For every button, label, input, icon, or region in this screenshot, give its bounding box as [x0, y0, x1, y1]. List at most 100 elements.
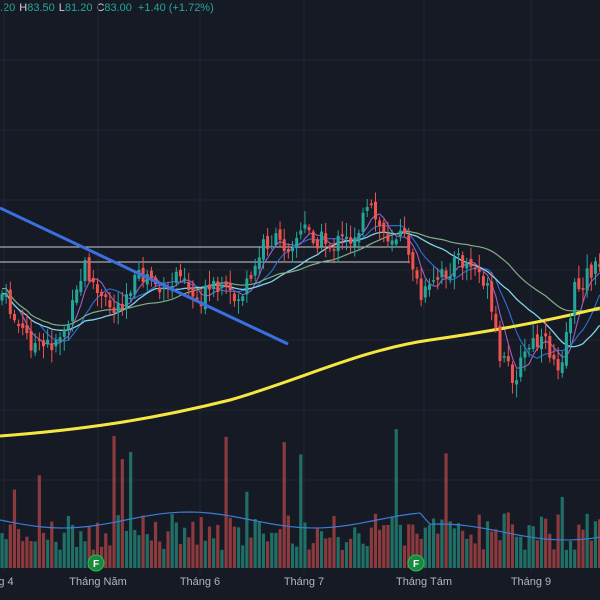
close-key: C	[96, 2, 105, 14]
candle-body	[494, 313, 498, 328]
volume-bar	[527, 525, 531, 568]
volume-bar	[515, 536, 519, 568]
high-value: 83.50	[27, 2, 55, 14]
horizontal-lines[interactable]	[0, 246, 410, 263]
candle-body	[560, 362, 564, 373]
volume-bar	[577, 524, 581, 568]
volume-bar	[195, 544, 199, 568]
candle-body	[120, 303, 124, 309]
volume-bar	[187, 537, 191, 568]
volume-bar	[153, 521, 158, 568]
volume-bar	[261, 533, 266, 568]
event-marker-1[interactable]: F	[407, 554, 425, 572]
volume-bar	[70, 524, 75, 568]
candle-body	[427, 284, 431, 290]
volume-bar	[245, 491, 249, 568]
volume-bar	[531, 526, 535, 568]
candle-body	[25, 325, 29, 334]
volume-bar	[158, 541, 162, 568]
volume-bar	[315, 528, 319, 568]
volume-bar	[257, 521, 261, 568]
candle-body	[291, 247, 294, 252]
volume-bar	[224, 436, 228, 568]
trendline[interactable]	[0, 206, 289, 346]
event-marker-0[interactable]: F	[87, 554, 105, 572]
volume-bar	[299, 454, 303, 568]
candle-body	[577, 278, 581, 290]
volume-bar	[548, 533, 552, 568]
candle-body	[208, 284, 211, 290]
candle-body	[270, 245, 274, 248]
volume-bar	[137, 535, 141, 568]
candle-body	[174, 271, 178, 283]
volume-bar	[104, 533, 108, 568]
candle-body	[224, 281, 228, 287]
candle-body	[87, 257, 91, 282]
volume-bar	[220, 549, 224, 568]
volume-bar	[8, 524, 12, 568]
volume-bar	[145, 534, 149, 568]
candle-body	[415, 270, 419, 279]
volume-bar	[411, 524, 415, 568]
volume-bar	[290, 543, 295, 568]
volume-bar	[324, 538, 328, 568]
volume-bar	[573, 549, 577, 568]
volume-bar	[593, 521, 598, 568]
candle-body	[552, 354, 556, 360]
candle-body	[444, 270, 448, 278]
candle-body	[0, 293, 4, 301]
candle-body	[382, 222, 386, 233]
candle-body	[515, 380, 519, 385]
ma-long-yellow	[0, 306, 600, 438]
x-label-3: Tháng 7	[283, 576, 325, 588]
candle-body	[502, 356, 506, 358]
volume-bar	[120, 459, 124, 568]
volume-bar	[560, 496, 564, 568]
candle-body	[361, 212, 365, 232]
candle-body	[315, 239, 319, 249]
candle-body	[8, 289, 12, 315]
volume-bar	[95, 522, 100, 568]
volume-bar	[311, 543, 315, 568]
volume-bar	[75, 546, 79, 568]
volume-bar	[481, 549, 485, 568]
candle-body	[374, 201, 377, 220]
candle-body	[349, 237, 353, 244]
volume-bar	[286, 515, 290, 568]
volume-bar	[398, 524, 402, 568]
candle-body	[37, 339, 41, 341]
candle-body	[407, 235, 411, 255]
candle-body	[54, 339, 58, 347]
volume-bar	[241, 545, 245, 568]
candle-body	[178, 269, 182, 277]
x-label-4: Tháng Tám	[395, 576, 453, 588]
candle-body	[556, 359, 560, 371]
candle-body	[465, 262, 469, 269]
low-value: 81.20	[64, 2, 93, 14]
volume-bar	[440, 519, 444, 568]
volume-bar	[494, 529, 498, 568]
candle-body	[75, 289, 79, 303]
candle-body	[79, 281, 83, 293]
candle-body	[237, 299, 241, 301]
candle-body	[295, 237, 299, 249]
candle-body	[91, 277, 95, 283]
volume-bar	[423, 527, 427, 568]
candle-body	[4, 293, 8, 297]
volume-bar	[589, 540, 593, 568]
volume-bar	[523, 549, 527, 568]
volume-bar	[199, 517, 203, 568]
volume-bar	[519, 536, 523, 568]
candle-body	[266, 236, 270, 249]
candle-body	[473, 267, 477, 270]
volume-bar	[357, 533, 361, 568]
volume-bar	[4, 539, 8, 568]
volume-bar	[349, 538, 353, 568]
volume-bar	[203, 540, 207, 568]
volume-bar	[444, 453, 448, 568]
volume-bar	[585, 513, 589, 568]
candle-body	[344, 236, 348, 240]
candle-body	[216, 281, 220, 292]
